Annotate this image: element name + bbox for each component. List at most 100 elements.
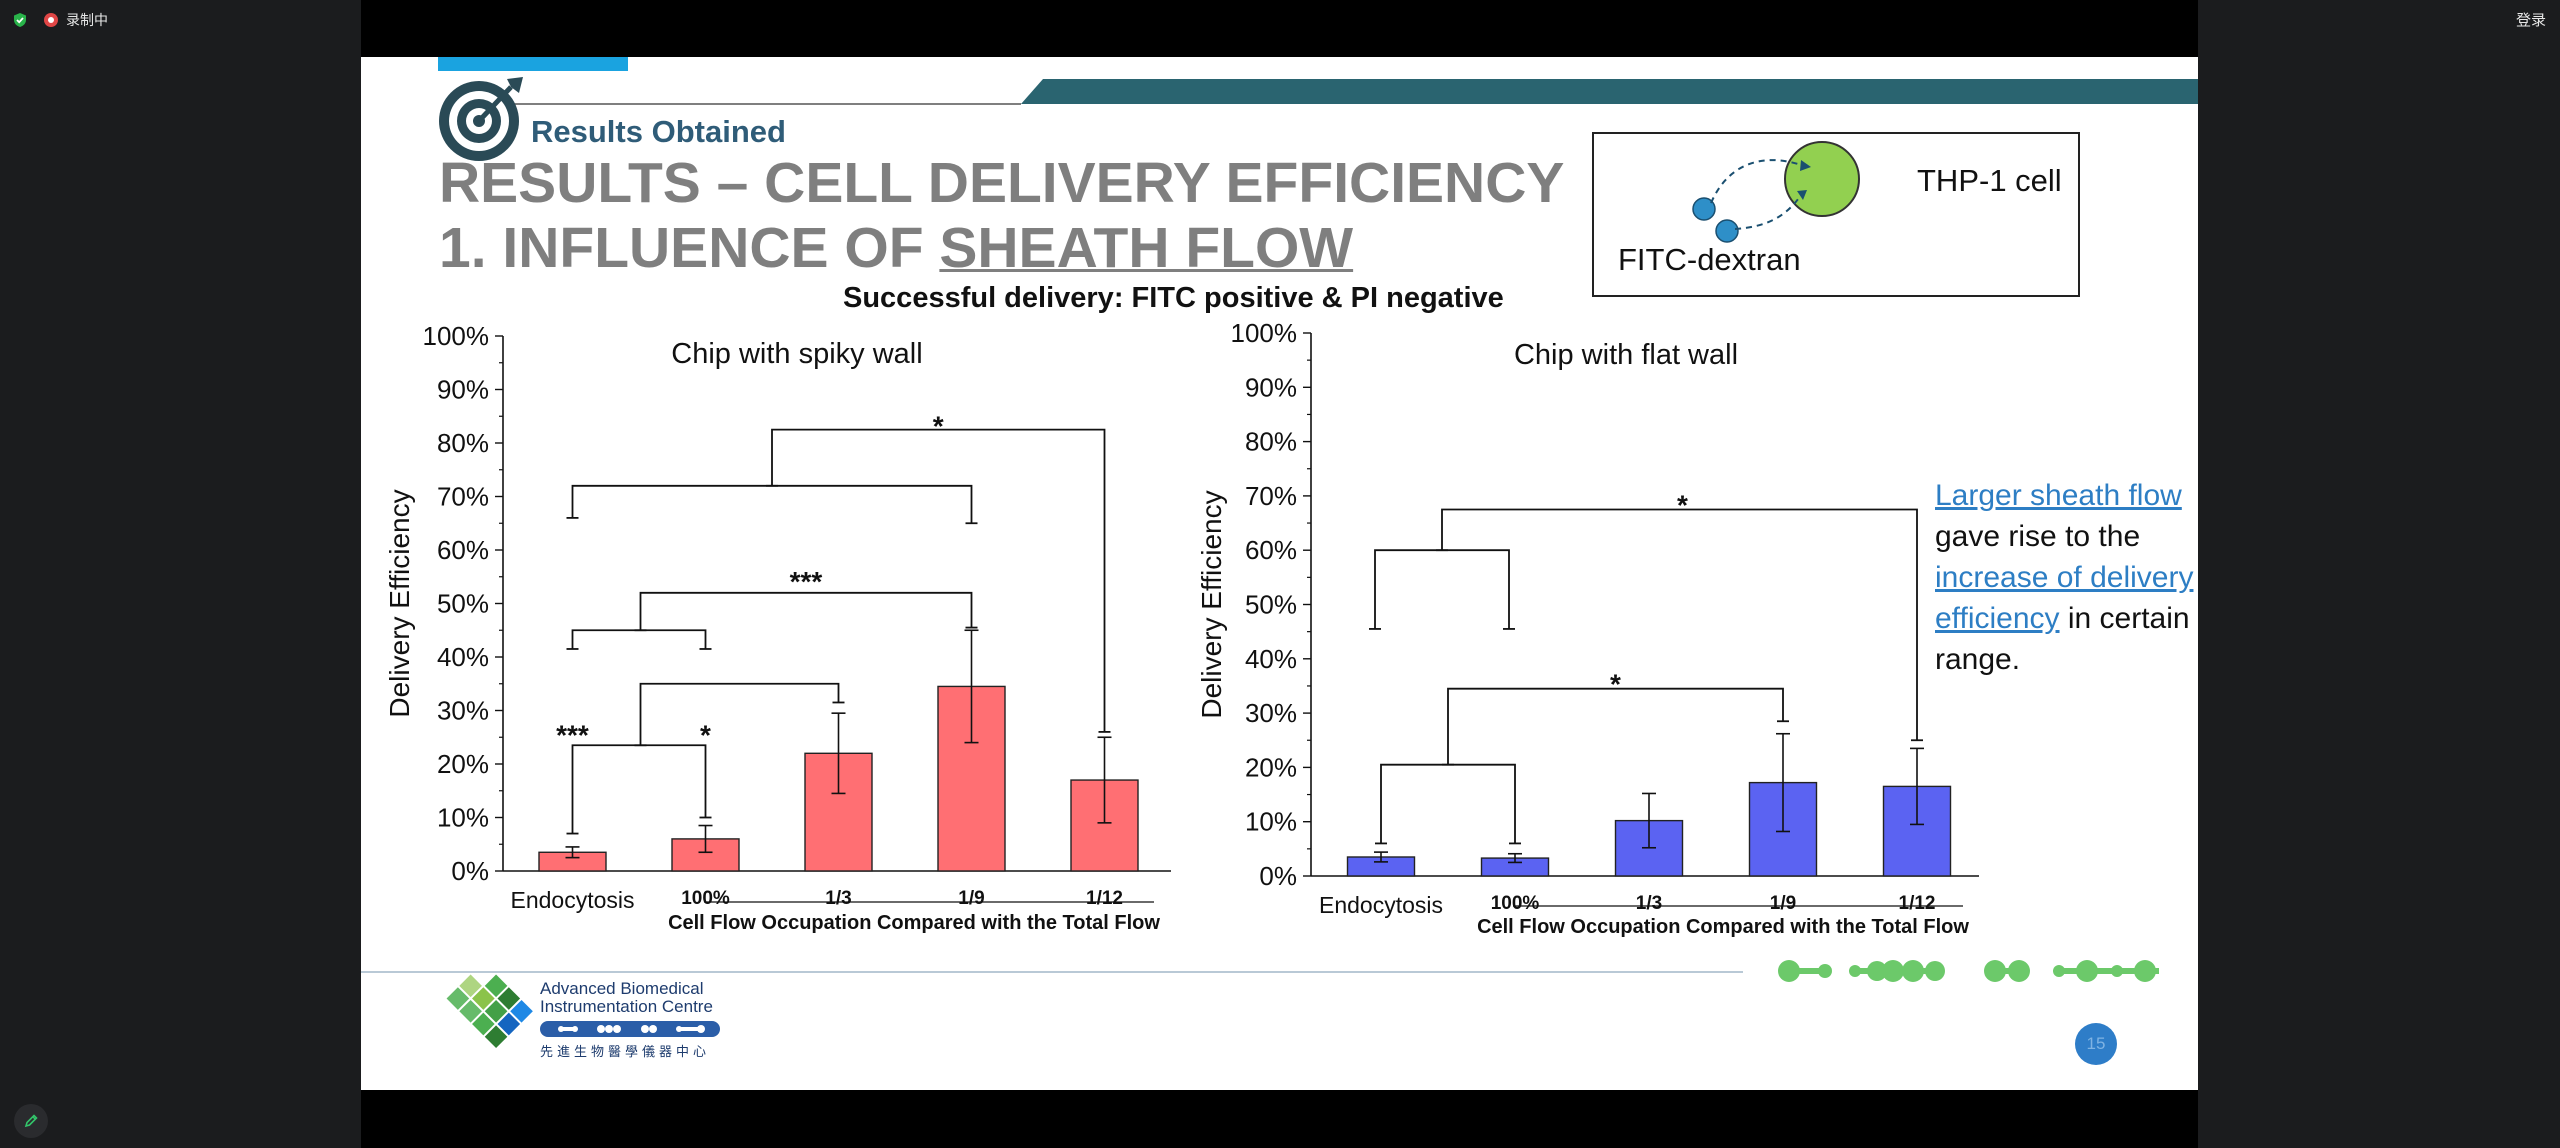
- chart-1: Chip with spiky wall 0% 10% 20% 30% 40% 50% 60%…: [384, 321, 1171, 934]
- y-tick-label: 0%: [451, 856, 489, 886]
- x-tick-label: 100%: [1491, 893, 1540, 914]
- significance-label: ***: [556, 719, 589, 750]
- slide-title-line2: 1. INFLUENCE OF SHEATH FLOW: [439, 215, 1353, 281]
- y-tick-label: 70%: [1245, 481, 1297, 511]
- organization-name: Advanced Biomedical Instrumentation Cent…: [540, 980, 713, 1016]
- bracket: [1374, 549, 1510, 629]
- significance-label: *: [933, 411, 944, 442]
- y-tick-label: 40%: [1245, 644, 1297, 674]
- bracket: [639, 591, 973, 631]
- conclusion-note: Larger sheath flow gave rise to the incr…: [1935, 475, 2195, 680]
- slide-decorations: [438, 57, 2198, 1049]
- y-tick-label: 90%: [1245, 372, 1297, 402]
- x-tick-label: 1/3: [825, 888, 851, 909]
- header-teal-band: [1021, 79, 2198, 104]
- slide-subtitle: Successful delivery: FITC positive & PI …: [843, 282, 1504, 314]
- bar-100: [671, 838, 740, 872]
- x-tick-label: Endocytosis: [510, 887, 634, 913]
- y-tick-label: 60%: [437, 535, 489, 565]
- recording-label: 录制中: [66, 13, 108, 29]
- y-tick-label: 100%: [423, 321, 490, 351]
- x-tick-label: 1/12: [1899, 893, 1936, 914]
- significance-brackets: **: [1369, 489, 1923, 845]
- y-tick-label: 70%: [437, 482, 489, 512]
- login-button[interactable]: 登录: [2515, 11, 2546, 29]
- top-bar: 录制中 登录: [0, 0, 2560, 40]
- y-axis-label: Delivery Efficiency: [384, 489, 415, 717]
- organization-line1: Advanced Biomedical: [540, 979, 704, 998]
- x-tick-label: Endocytosis: [1319, 892, 1443, 918]
- x-tick-label: 100%: [681, 888, 730, 909]
- y-tick-label: 40%: [437, 642, 489, 672]
- significance-label: *: [700, 719, 711, 750]
- cell-diagram: [1692, 141, 1860, 243]
- slide-title-line1: RESULTS – CELL DELIVERY EFFICIENCY: [439, 151, 1565, 215]
- y-tick-label: 60%: [1245, 535, 1297, 565]
- bracket: [639, 682, 840, 746]
- note-text-1: gave rise to the: [1935, 520, 2141, 553]
- bracket: [771, 428, 1106, 732]
- y-tick-label: 100%: [1231, 318, 1298, 348]
- chart-title: Chip with flat wall: [1514, 339, 1738, 371]
- organization-name-chinese: 先進生物醫學儀器中心: [540, 1045, 711, 1060]
- dextran-particle-1: [1692, 197, 1716, 221]
- y-tick-label: 50%: [437, 589, 489, 619]
- significance-label: *: [1677, 489, 1688, 520]
- organization-line2: Instrumentation Centre: [540, 997, 713, 1016]
- bracket: [571, 744, 707, 834]
- slide-page-number: 15: [2075, 1023, 2117, 1065]
- abic-logo-band: [540, 1021, 720, 1037]
- dextran-particle-2: [1715, 219, 1739, 243]
- screen-share-view: Results Obtained RESULTS – CELL DELIVERY…: [361, 0, 2198, 1148]
- header-accent-bar: [438, 57, 628, 71]
- note-text-2: in certain range.: [1935, 602, 2190, 676]
- y-tick-label: 30%: [1245, 698, 1297, 728]
- footer-dna-graphic: [1778, 960, 2159, 982]
- y-tick-label: 0%: [1259, 861, 1297, 891]
- presentation-slide: Results Obtained RESULTS – CELL DELIVERY…: [361, 57, 2198, 1090]
- y-tick-label: 30%: [437, 696, 489, 726]
- y-tick-label: 80%: [1245, 427, 1297, 457]
- note-highlight-1: Larger sheath flow: [1935, 479, 2182, 512]
- significance-label: *: [1610, 669, 1621, 700]
- significance-label: ***: [790, 566, 823, 597]
- section-label: Results Obtained: [531, 114, 786, 149]
- x-axis-label: Cell Flow Occupation Compared with the T…: [668, 912, 1160, 934]
- x-axis-label: Cell Flow Occupation Compared with the T…: [1477, 916, 1969, 938]
- fitc-dextran-label: FITC-dextran: [1618, 242, 1801, 277]
- bracket: [571, 484, 973, 524]
- chart-2: Chip with flat wall 0% 10% 20% 30% 40% 50% 60% 7…: [1196, 318, 1979, 938]
- chart-title: Chip with spiky wall: [671, 338, 922, 370]
- title-prefix: 1. INFLUENCE OF: [439, 216, 940, 280]
- x-tick-label: 1/12: [1086, 888, 1123, 909]
- title-underlined: SHEATH FLOW: [939, 216, 1354, 280]
- bracket: [1447, 687, 1784, 765]
- thp1-cell-label: THP-1 cell: [1917, 163, 2062, 198]
- y-tick-label: 90%: [437, 375, 489, 405]
- y-tick-label: 20%: [1245, 752, 1297, 782]
- target-icon: [439, 77, 523, 161]
- note-highlight-2: increase of delivery efficiency: [1935, 561, 2194, 635]
- y-tick-label: 10%: [437, 803, 489, 833]
- footer-rule: [361, 971, 1743, 973]
- x-tick-label: 1/9: [1770, 893, 1796, 914]
- bracket: [571, 629, 707, 649]
- x-tick-label: 1/3: [1636, 893, 1662, 914]
- y-tick-label: 50%: [1245, 590, 1297, 620]
- recording-indicator[interactable]: 录制中: [44, 10, 108, 30]
- record-icon: [44, 13, 58, 27]
- bracket: [1441, 508, 1918, 741]
- pencil-icon: [24, 1114, 38, 1128]
- y-axis-label: Delivery Efficiency: [1196, 490, 1227, 718]
- y-tick-label: 10%: [1245, 807, 1297, 837]
- shield-check-icon: [14, 13, 26, 27]
- significance-brackets: *** *****: [556, 411, 1111, 835]
- x-tick-label: 1/9: [958, 888, 984, 909]
- y-tick-label: 80%: [437, 428, 489, 458]
- bracket: [1380, 763, 1516, 844]
- charts-canvas: Chip with spiky wall 0% 10% 20% 30% 40% 50% 60%…: [384, 318, 1979, 938]
- annotate-pencil-button[interactable]: [14, 1104, 48, 1138]
- info-box: [1592, 132, 2080, 297]
- y-tick-label: 20%: [437, 749, 489, 779]
